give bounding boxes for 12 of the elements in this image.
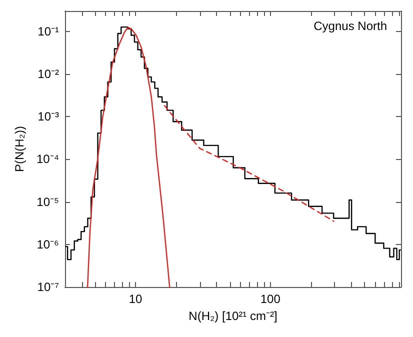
y-axis-title: P(N(H₂)) (12, 126, 27, 172)
y-tick-label: 10⁻⁷ (37, 280, 59, 294)
y-tick-label: 10⁻⁶ (36, 237, 60, 252)
y-tick-label: 10⁻¹ (38, 24, 60, 38)
y-tick-label: 10⁻³ (38, 110, 60, 124)
y-tick-label: 10⁻⁴ (36, 152, 59, 166)
x-tick-label: 100 (260, 292, 281, 306)
annotation: Cygnus North (314, 19, 388, 33)
x-axis-title: N(H₂) [10²¹ cm⁻²] (188, 308, 278, 323)
y-tick-label: 10⁻² (38, 66, 60, 81)
y-tick-label: 10⁻⁵ (36, 194, 60, 209)
x-tick-label: 10 (128, 292, 143, 306)
